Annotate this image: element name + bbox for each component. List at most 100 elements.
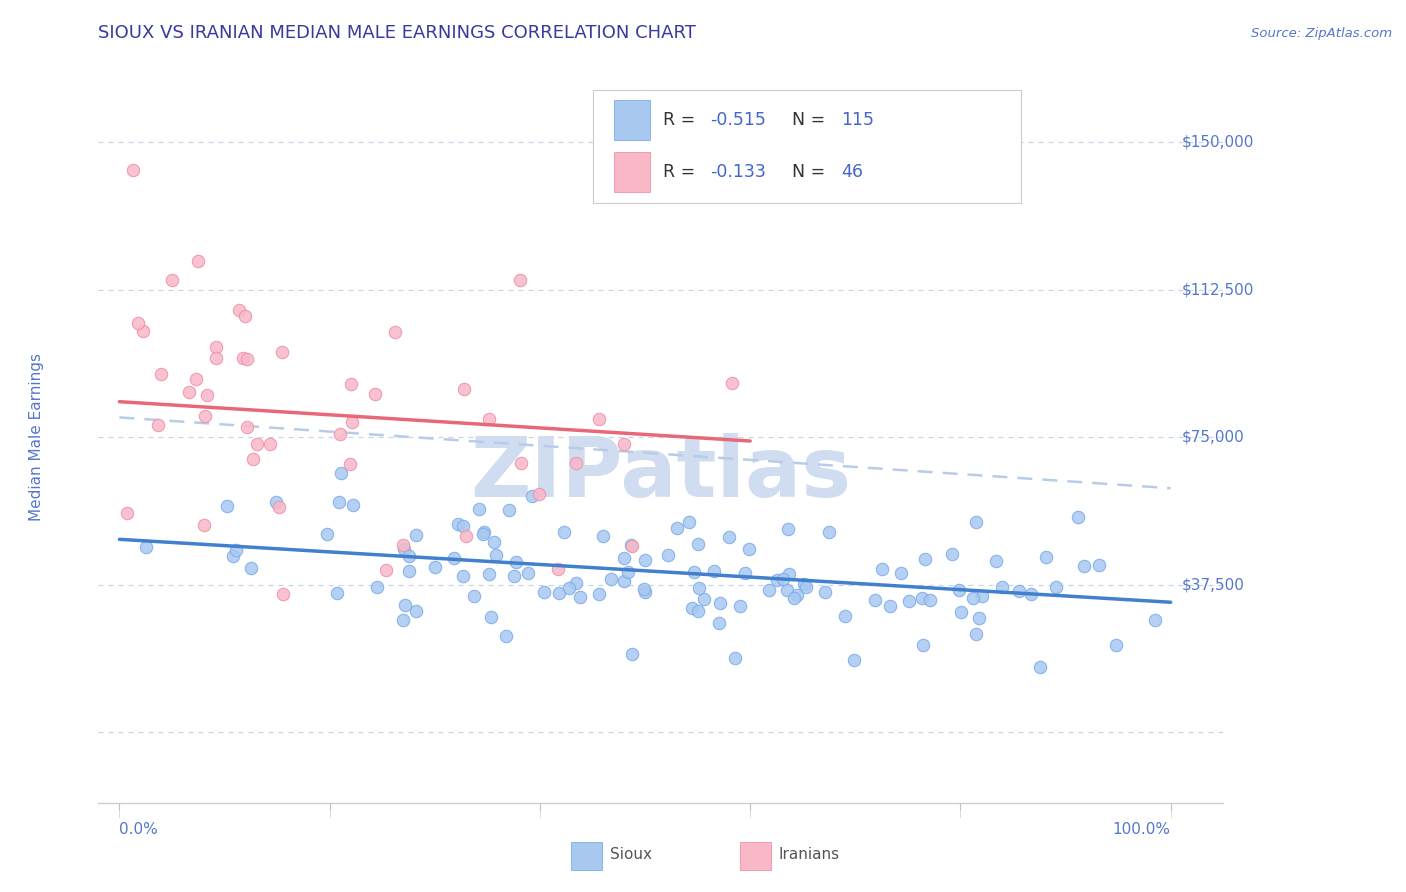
Point	[228, 303, 250, 318]
Text: 0.0%: 0.0%	[120, 822, 159, 838]
Text: $37,500: $37,500	[1182, 577, 1244, 592]
Point	[793, 577, 815, 591]
Point	[588, 412, 610, 426]
Point	[776, 582, 799, 597]
Text: Iranians: Iranians	[779, 847, 839, 862]
Point	[834, 608, 856, 623]
Point	[509, 273, 531, 287]
Text: SIOUX VS IRANIAN MEDIAN MALE EARNINGS CORRELATION CHART: SIOUX VS IRANIAN MEDIAN MALE EARNINGS CO…	[98, 24, 696, 42]
Point	[842, 652, 865, 666]
Point	[772, 572, 794, 586]
Point	[233, 309, 256, 323]
Point	[150, 367, 173, 381]
Point	[613, 574, 636, 588]
Point	[394, 542, 416, 557]
Point	[217, 499, 239, 513]
Point	[890, 566, 912, 580]
Point	[384, 325, 406, 339]
Point	[484, 535, 506, 549]
Point	[568, 590, 591, 604]
Point	[235, 351, 257, 366]
Point	[271, 345, 294, 359]
Point	[478, 412, 501, 426]
Point	[592, 529, 614, 543]
Point	[204, 351, 226, 365]
FancyBboxPatch shape	[593, 90, 1021, 203]
Point	[1088, 558, 1111, 573]
Point	[328, 494, 350, 508]
Point	[879, 599, 901, 614]
Point	[681, 600, 703, 615]
Point	[786, 588, 808, 602]
Point	[194, 409, 217, 424]
FancyBboxPatch shape	[613, 100, 650, 140]
Point	[865, 593, 887, 607]
Point	[683, 565, 706, 579]
Point	[242, 451, 264, 466]
Point	[962, 591, 984, 606]
Point	[620, 647, 643, 661]
Point	[950, 605, 973, 619]
Point	[666, 521, 689, 535]
Point	[730, 599, 752, 613]
Point	[814, 585, 837, 599]
Point	[991, 580, 1014, 594]
Point	[911, 638, 934, 652]
Point	[225, 542, 247, 557]
Point	[392, 538, 415, 552]
Text: $150,000: $150,000	[1182, 135, 1254, 150]
Text: Sioux: Sioux	[610, 847, 652, 862]
Point	[1104, 638, 1126, 652]
Point	[236, 420, 259, 434]
Point	[553, 524, 575, 539]
Point	[911, 591, 934, 605]
Point	[271, 587, 294, 601]
Point	[240, 561, 263, 575]
Text: N =: N =	[793, 112, 831, 129]
Text: Source: ZipAtlas.com: Source: ZipAtlas.com	[1251, 27, 1392, 40]
Point	[193, 517, 215, 532]
Point	[778, 566, 800, 581]
Point	[423, 560, 446, 574]
Text: R =: R =	[664, 112, 700, 129]
Point	[197, 388, 219, 402]
Point	[1073, 558, 1095, 573]
Point	[965, 627, 987, 641]
Point	[984, 554, 1007, 568]
Point	[316, 526, 339, 541]
Point	[394, 598, 416, 612]
Point	[1029, 660, 1052, 674]
Point	[765, 574, 787, 588]
Point	[870, 561, 893, 575]
Point	[453, 519, 475, 533]
Point	[160, 273, 183, 287]
Point	[794, 580, 817, 594]
Point	[1045, 580, 1067, 594]
Text: Median Male Earnings: Median Male Earnings	[30, 353, 44, 521]
Point	[1143, 613, 1166, 627]
Point	[446, 517, 468, 532]
Text: -0.515: -0.515	[710, 112, 766, 129]
Point	[184, 372, 207, 386]
Point	[533, 584, 555, 599]
Point	[897, 594, 920, 608]
Point	[778, 522, 800, 536]
Point	[187, 253, 209, 268]
Point	[342, 416, 364, 430]
Point	[520, 489, 543, 503]
Point	[1066, 510, 1088, 524]
Point	[246, 437, 269, 451]
Point	[967, 611, 990, 625]
Point	[232, 351, 254, 365]
FancyBboxPatch shape	[571, 842, 602, 870]
Point	[146, 418, 169, 433]
Point	[547, 586, 569, 600]
Text: 46: 46	[841, 163, 863, 181]
FancyBboxPatch shape	[740, 842, 770, 870]
Point	[1035, 550, 1057, 565]
Point	[503, 568, 526, 582]
Point	[505, 555, 527, 569]
Point	[634, 553, 657, 567]
Point	[783, 591, 806, 606]
Point	[471, 527, 494, 541]
